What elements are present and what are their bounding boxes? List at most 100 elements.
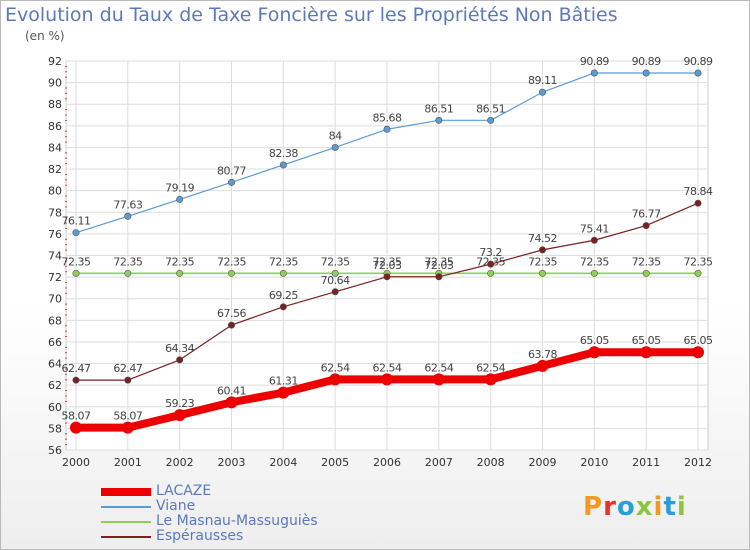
data-label-masnau: 72.35: [424, 255, 453, 268]
data-label-lacaze: 60.41: [217, 384, 246, 397]
proxiti-logo[interactable]: Proxiti: [583, 492, 687, 522]
data-label-viane: 86.51: [476, 102, 505, 115]
data-point-esperausses: [590, 236, 598, 244]
y-tick-label: 62: [48, 379, 62, 392]
data-label-lacaze: 58.07: [113, 410, 142, 423]
x-tick-label: 2001: [114, 456, 142, 469]
y-minor-tick: [65, 368, 67, 370]
data-point-masnau: [487, 269, 495, 277]
data-point-masnau: [279, 269, 287, 277]
data-label-viane: 82.38: [269, 147, 298, 160]
data-label-masnau: 72.35: [113, 255, 142, 268]
data-label-lacaze: 59.23: [165, 397, 194, 410]
data-label-viane: 77.63: [113, 198, 142, 211]
data-label-esperausses: 70.64: [321, 274, 350, 287]
data-label-viane: 90.89: [580, 55, 609, 68]
data-label-masnau: 72.35: [321, 255, 350, 268]
data-point-esperausses: [383, 273, 391, 281]
x-tick-label: 2010: [580, 456, 608, 469]
y-minor-tick: [65, 179, 67, 181]
y-minor-tick: [65, 433, 67, 435]
y-minor-tick: [65, 98, 67, 100]
y-tick-label: 64: [48, 358, 62, 371]
data-point-lacaze: [588, 346, 601, 359]
y-minor-tick: [65, 65, 67, 67]
data-label-viane: 76.11: [62, 215, 91, 228]
y-tick-label: 88: [48, 98, 62, 111]
y-minor-tick: [65, 87, 67, 89]
legend-label-masnau: Le Masnau-Massuguiès: [156, 513, 318, 529]
logo-letter: P: [583, 492, 604, 522]
y-minor-tick: [65, 422, 67, 424]
data-point-esperausses: [279, 303, 287, 311]
data-point-esperausses: [694, 199, 702, 207]
data-label-lacaze: 62.54: [321, 361, 350, 374]
data-point-masnau: [331, 269, 339, 277]
data-point-masnau: [124, 269, 132, 277]
y-minor-tick: [65, 357, 67, 359]
y-minor-tick: [65, 163, 67, 165]
data-label-lacaze: 65.05: [632, 334, 661, 347]
y-minor-tick: [65, 411, 67, 413]
data-point-viane: [279, 161, 287, 169]
data-point-viane: [124, 212, 132, 220]
data-point-esperausses: [176, 356, 184, 364]
y-minor-tick: [65, 265, 67, 267]
x-tick-label: 2006: [373, 456, 401, 469]
y-minor-tick: [65, 330, 67, 332]
data-label-lacaze: 61.31: [269, 375, 298, 388]
x-tick-label: 2012: [684, 456, 712, 469]
logo-letter: t: [663, 492, 677, 522]
data-point-viane: [435, 116, 443, 124]
y-minor-tick: [65, 200, 67, 202]
logo-letter: i: [676, 492, 687, 522]
y-minor-tick: [65, 309, 67, 311]
x-tick-label: 2008: [477, 456, 505, 469]
y-minor-tick: [65, 379, 67, 381]
y-minor-tick: [65, 346, 67, 348]
y-tick-label: 90: [48, 77, 62, 90]
y-minor-tick: [65, 227, 67, 229]
data-point-esperausses: [642, 222, 650, 230]
data-label-lacaze: 62.54: [476, 361, 505, 374]
y-minor-tick: [65, 417, 67, 419]
data-label-esperausses: 73.2: [479, 246, 502, 259]
data-point-esperausses: [435, 273, 443, 281]
data-label-viane: 79.19: [165, 181, 194, 194]
data-label-viane: 90.89: [684, 55, 713, 68]
data-point-masnau: [72, 269, 80, 277]
x-tick-label: 2000: [62, 456, 90, 469]
y-minor-tick: [65, 119, 67, 121]
data-point-lacaze: [432, 373, 445, 386]
y-tick-label: 84: [48, 141, 62, 154]
legend-label-lacaze: LACAZE: [156, 483, 212, 499]
data-point-masnau: [228, 269, 236, 277]
data-point-lacaze: [173, 409, 186, 422]
y-minor-tick: [65, 271, 67, 273]
y-minor-tick: [65, 282, 67, 284]
y-tick-label: 92: [48, 55, 62, 68]
data-point-lacaze: [692, 346, 704, 359]
data-point-lacaze: [381, 373, 393, 386]
x-tick-label: 2005: [321, 456, 349, 469]
y-minor-tick: [65, 336, 67, 338]
y-minor-tick: [65, 152, 67, 154]
data-label-lacaze: 65.05: [580, 334, 609, 347]
data-point-viane: [383, 125, 391, 133]
y-minor-tick: [65, 130, 67, 132]
data-label-esperausses: 76.77: [632, 208, 661, 221]
y-minor-tick: [65, 303, 67, 305]
legend-swatch-lacaze: [101, 488, 151, 496]
y-minor-tick: [65, 390, 67, 392]
data-label-lacaze: 63.78: [528, 348, 557, 361]
y-minor-tick: [65, 287, 67, 289]
data-point-lacaze: [70, 421, 82, 434]
y-minor-tick: [65, 206, 67, 208]
y-tick-label: 74: [48, 250, 62, 263]
data-point-lacaze: [225, 396, 238, 409]
y-minor-tick: [65, 260, 67, 262]
data-label-esperausses: 62.47: [62, 362, 91, 375]
x-tick-label: 2011: [632, 456, 660, 469]
